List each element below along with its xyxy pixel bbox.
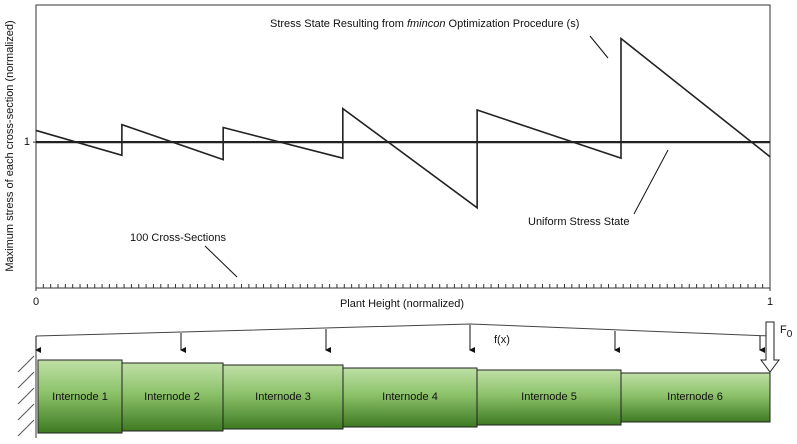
load-curve <box>35 323 771 337</box>
internode <box>476 369 622 426</box>
annotation-part: fmincon <box>407 18 446 30</box>
plot <box>33 36 771 291</box>
internode-label: Internode 1 <box>52 391 108 403</box>
hatch <box>17 355 35 373</box>
hatch <box>17 419 35 437</box>
hatch <box>17 371 35 389</box>
x-tick-label: 1 <box>767 296 773 308</box>
y-axis-label: Maximum stress of each cross-section (no… <box>4 20 16 271</box>
leader-line <box>633 149 669 215</box>
x-tick-label: 0 <box>33 296 39 308</box>
internode-label: Internode 5 <box>521 391 577 403</box>
force-symbol: F <box>780 324 787 336</box>
y-tick-label: 1 <box>24 136 30 148</box>
internode <box>342 367 478 428</box>
leader-line <box>204 245 238 278</box>
force-label: F0 <box>780 324 793 340</box>
leader-line <box>589 35 609 59</box>
internode <box>121 362 224 432</box>
internode-label: Internode 4 <box>382 391 438 403</box>
internode <box>222 364 344 430</box>
annotation: Stress State Resulting from fmincon Opti… <box>270 18 579 30</box>
internode-label: Internode 3 <box>255 391 311 403</box>
force-subscript: 0 <box>787 329 793 340</box>
load-label: f(x) <box>494 334 510 346</box>
force-arrow <box>760 321 780 373</box>
internode <box>37 359 123 434</box>
series-line <box>35 36 771 210</box>
annotation-part: Optimization Procedure (s) <box>445 18 579 30</box>
hatch <box>17 387 35 405</box>
internode-label: Internode 2 <box>144 391 200 403</box>
internode <box>620 372 771 423</box>
load-diagram: f(x) F0 Internode 1 Internode 2 Internod… <box>17 321 793 438</box>
annotation: 100 Cross-Sections <box>130 232 226 244</box>
hatch <box>17 403 35 421</box>
annotation: Uniform Stress State <box>528 216 629 228</box>
x-axis-label: Plant Height (normalized) <box>340 298 464 310</box>
plot-frame <box>35 4 771 289</box>
internode-label: Internode 6 <box>667 391 723 403</box>
annotation-part: Stress State Resulting from <box>270 18 407 30</box>
